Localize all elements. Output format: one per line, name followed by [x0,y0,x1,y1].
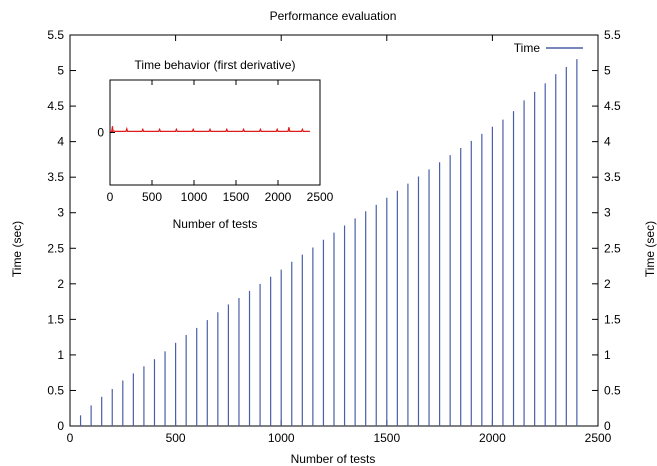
y2-tick-label: 3 [604,206,611,220]
inset-x-tick-label: 2000 [265,190,292,204]
inset-x-tick-label: 1500 [223,190,250,204]
y2-tick-label: 4 [604,135,611,149]
y-tick-label: 0.5 [47,383,64,397]
legend: Time [514,41,583,55]
y2-tick-label: 0.5 [604,383,621,397]
y2-tick-label: 2 [604,277,611,291]
x-tick-label: 2000 [479,431,506,445]
y-tick-label: 2.5 [47,241,64,255]
y-tick-label: 4 [57,135,64,149]
inset-ticks: 0 500 1000 1500 2000 2500 0 [97,80,334,204]
y-tick-label: 3 [57,206,64,220]
y2-axis-title: Time (sec) [643,221,657,277]
y2-tick-label: 2.5 [604,241,621,255]
y-tick-label: 3.5 [47,170,64,184]
y-tick-label: 5.5 [47,28,64,42]
inset-x-axis-title: Number of tests [173,217,258,231]
main-ticks: 0 00.5 0.51 11.5 1.52 22.5 2.53 33.5 3.54 44.5 4.5… [47,28,621,445]
inset-title: Time behavior (first derivative) [135,58,296,72]
y2-tick-label: 3.5 [604,170,621,184]
y-tick-label: 5 [57,64,64,78]
inset-x-tick-label: 500 [142,190,162,204]
inset-series-line [110,126,310,133]
inset-x-tick-label: 0 [107,190,114,204]
chart-title: Performance evaluation [270,9,397,23]
y-tick-label: 1.5 [47,312,64,326]
inset-y-tick-label: 0 [97,126,104,140]
y2-tick-label: 1.5 [604,312,621,326]
y-tick-label: 1 [57,348,64,362]
x-tick-label: 1500 [373,431,400,445]
y2-tick-label: 1 [604,348,611,362]
inset-plot-area [109,79,321,186]
x-tick-label: 0 [67,431,74,445]
y-tick-label: 4.5 [47,99,64,113]
x-axis-title: Number of tests [291,452,376,466]
y2-tick-label: 4.5 [604,99,621,113]
y2-tick-label: 5 [604,64,611,78]
legend-label: Time [514,41,541,55]
y2-tick-label: 0 [604,419,611,433]
y-tick-label: 0 [57,419,64,433]
y-axis-title: Time (sec) [10,221,24,277]
inset-x-tick-label: 1000 [181,190,208,204]
x-tick-label: 1000 [268,431,295,445]
inset-x-tick-label: 2500 [307,190,334,204]
inset-chart: Time behavior (first derivative) Number … [97,58,333,231]
x-tick-label: 2500 [585,431,612,445]
x-tick-label: 500 [166,431,186,445]
bar-series [79,59,578,426]
y-tick-label: 2 [57,277,64,291]
y2-tick-label: 5.5 [604,28,621,42]
